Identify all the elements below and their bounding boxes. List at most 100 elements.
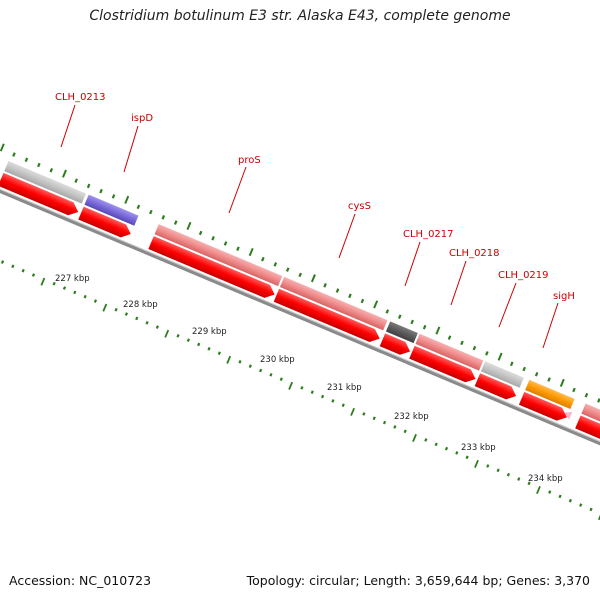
tick-mark [124,195,130,204]
leader-sigH [542,302,559,349]
gene-labels: CLH_0213 ispD proS cysS CLH_0217 CLH_021… [55,92,575,349]
scale-tick [124,312,129,316]
scale-tick [579,503,583,507]
cds-arrow-CLH_0219[interactable] [474,373,519,402]
tick-mark [310,274,316,283]
label-CLH_0217[interactable]: CLH_0217 [403,229,454,240]
scale-tick [331,399,335,403]
scale-tick [444,446,449,451]
scale-tick [382,420,387,425]
scale-tick [52,281,56,286]
scale-tick [217,351,221,355]
leader-CLH_0218 [450,260,467,306]
scale-tick [412,433,417,442]
scale-tick [558,494,562,499]
scale-tick [83,294,87,299]
tick-mark [236,246,240,251]
leader-CLH_0219 [498,282,517,328]
scale-tick [288,381,294,390]
gene-bar-CLH_0213[interactable] [4,160,86,204]
gene-bar-ispD[interactable] [84,194,139,226]
tick-mark [584,392,589,398]
label-CLH_0219[interactable]: CLH_0219 [498,270,549,281]
scale-tick [310,390,314,395]
scale-tick [527,481,531,486]
tick-mark [572,387,576,393]
gene-bar-next[interactable] [581,403,600,437]
scale-tick [506,472,511,477]
scale-tick [320,394,325,399]
scale-tick [589,507,593,512]
cds-arrow-proS[interactable] [148,236,277,301]
scale-tick [350,407,355,416]
scale-tick [474,459,479,468]
gene-bar-CLH_0218[interactable] [415,333,484,371]
gene-bar-cysS[interactable] [279,276,388,331]
scale-tick [197,342,201,347]
tick-mark [597,398,600,403]
scale-tick [424,438,428,442]
leader-CLH_0213 [60,104,76,148]
gene-bar-CLH_0219[interactable] [480,361,524,388]
scale-tick [164,329,170,338]
tick-mark [360,298,365,304]
scale-tick [279,377,283,382]
gene-bar-sigH[interactable] [525,379,575,410]
scale-label: 232 kbp [394,412,429,422]
scale-label: 231 kbp [327,383,362,393]
scale-tick [568,498,572,503]
label-proS[interactable]: proS [238,155,261,166]
scale-tick [372,416,376,421]
tick-mark [472,345,477,351]
tick-mark [62,169,67,178]
scale-tick [186,338,190,342]
tick-mark [261,256,265,262]
scale-tick [248,364,252,368]
scale-tick [403,429,407,434]
tick-mark [74,178,78,183]
tick-mark [49,167,54,173]
tick-mark [447,335,452,340]
tick-mark [149,209,153,215]
tick-mark [485,351,489,356]
gene-bar-proS[interactable] [154,224,283,287]
cds-arrow-ispD[interactable] [78,206,133,241]
gene-bar-CLH_0217[interactable] [385,321,418,344]
label-CLH_0218[interactable]: CLH_0218 [449,248,500,259]
scale-tick [145,320,149,325]
scale-tick [300,386,304,390]
label-CLH_0213[interactable]: CLH_0213 [55,92,106,103]
cds-arrow-cysS[interactable] [273,288,383,345]
scale-tick [114,307,118,312]
scale-label: 227 kbp [55,274,90,284]
label-ispD[interactable]: ispD [131,113,153,124]
scale-label: 230 kbp [260,355,295,365]
cds-arrow-next[interactable] [575,415,600,452]
tick-mark [161,215,166,220]
leader-CLH_0217 [404,241,421,287]
label-sigH[interactable]: sigH [553,291,575,302]
cds-arrow-CLH_0218[interactable] [409,345,478,386]
scale-tick [155,325,159,329]
tick-mark [559,378,565,387]
cds-arrow-CLH_0213[interactable] [0,172,81,218]
cds-arrow-CLH_0217[interactable] [379,333,413,358]
tick-mark [422,324,427,330]
tick-mark [99,188,103,194]
tick-mark [509,361,514,367]
scale-tick [259,368,263,373]
tick-mark [198,230,203,236]
label-cysS[interactable]: cysS [348,201,371,212]
tick-mark [547,377,551,382]
topology-label: Topology: circular; Length: 3,659,644 bp… [246,573,590,588]
tick-mark [335,288,340,293]
tick-mark [348,293,352,299]
tick-mark [12,152,16,157]
cds-arrow-sigH[interactable] [518,391,570,424]
genome-backbone [0,173,600,465]
tick-mark [186,221,192,231]
tick-mark [173,220,178,225]
tick-mark [385,309,390,314]
